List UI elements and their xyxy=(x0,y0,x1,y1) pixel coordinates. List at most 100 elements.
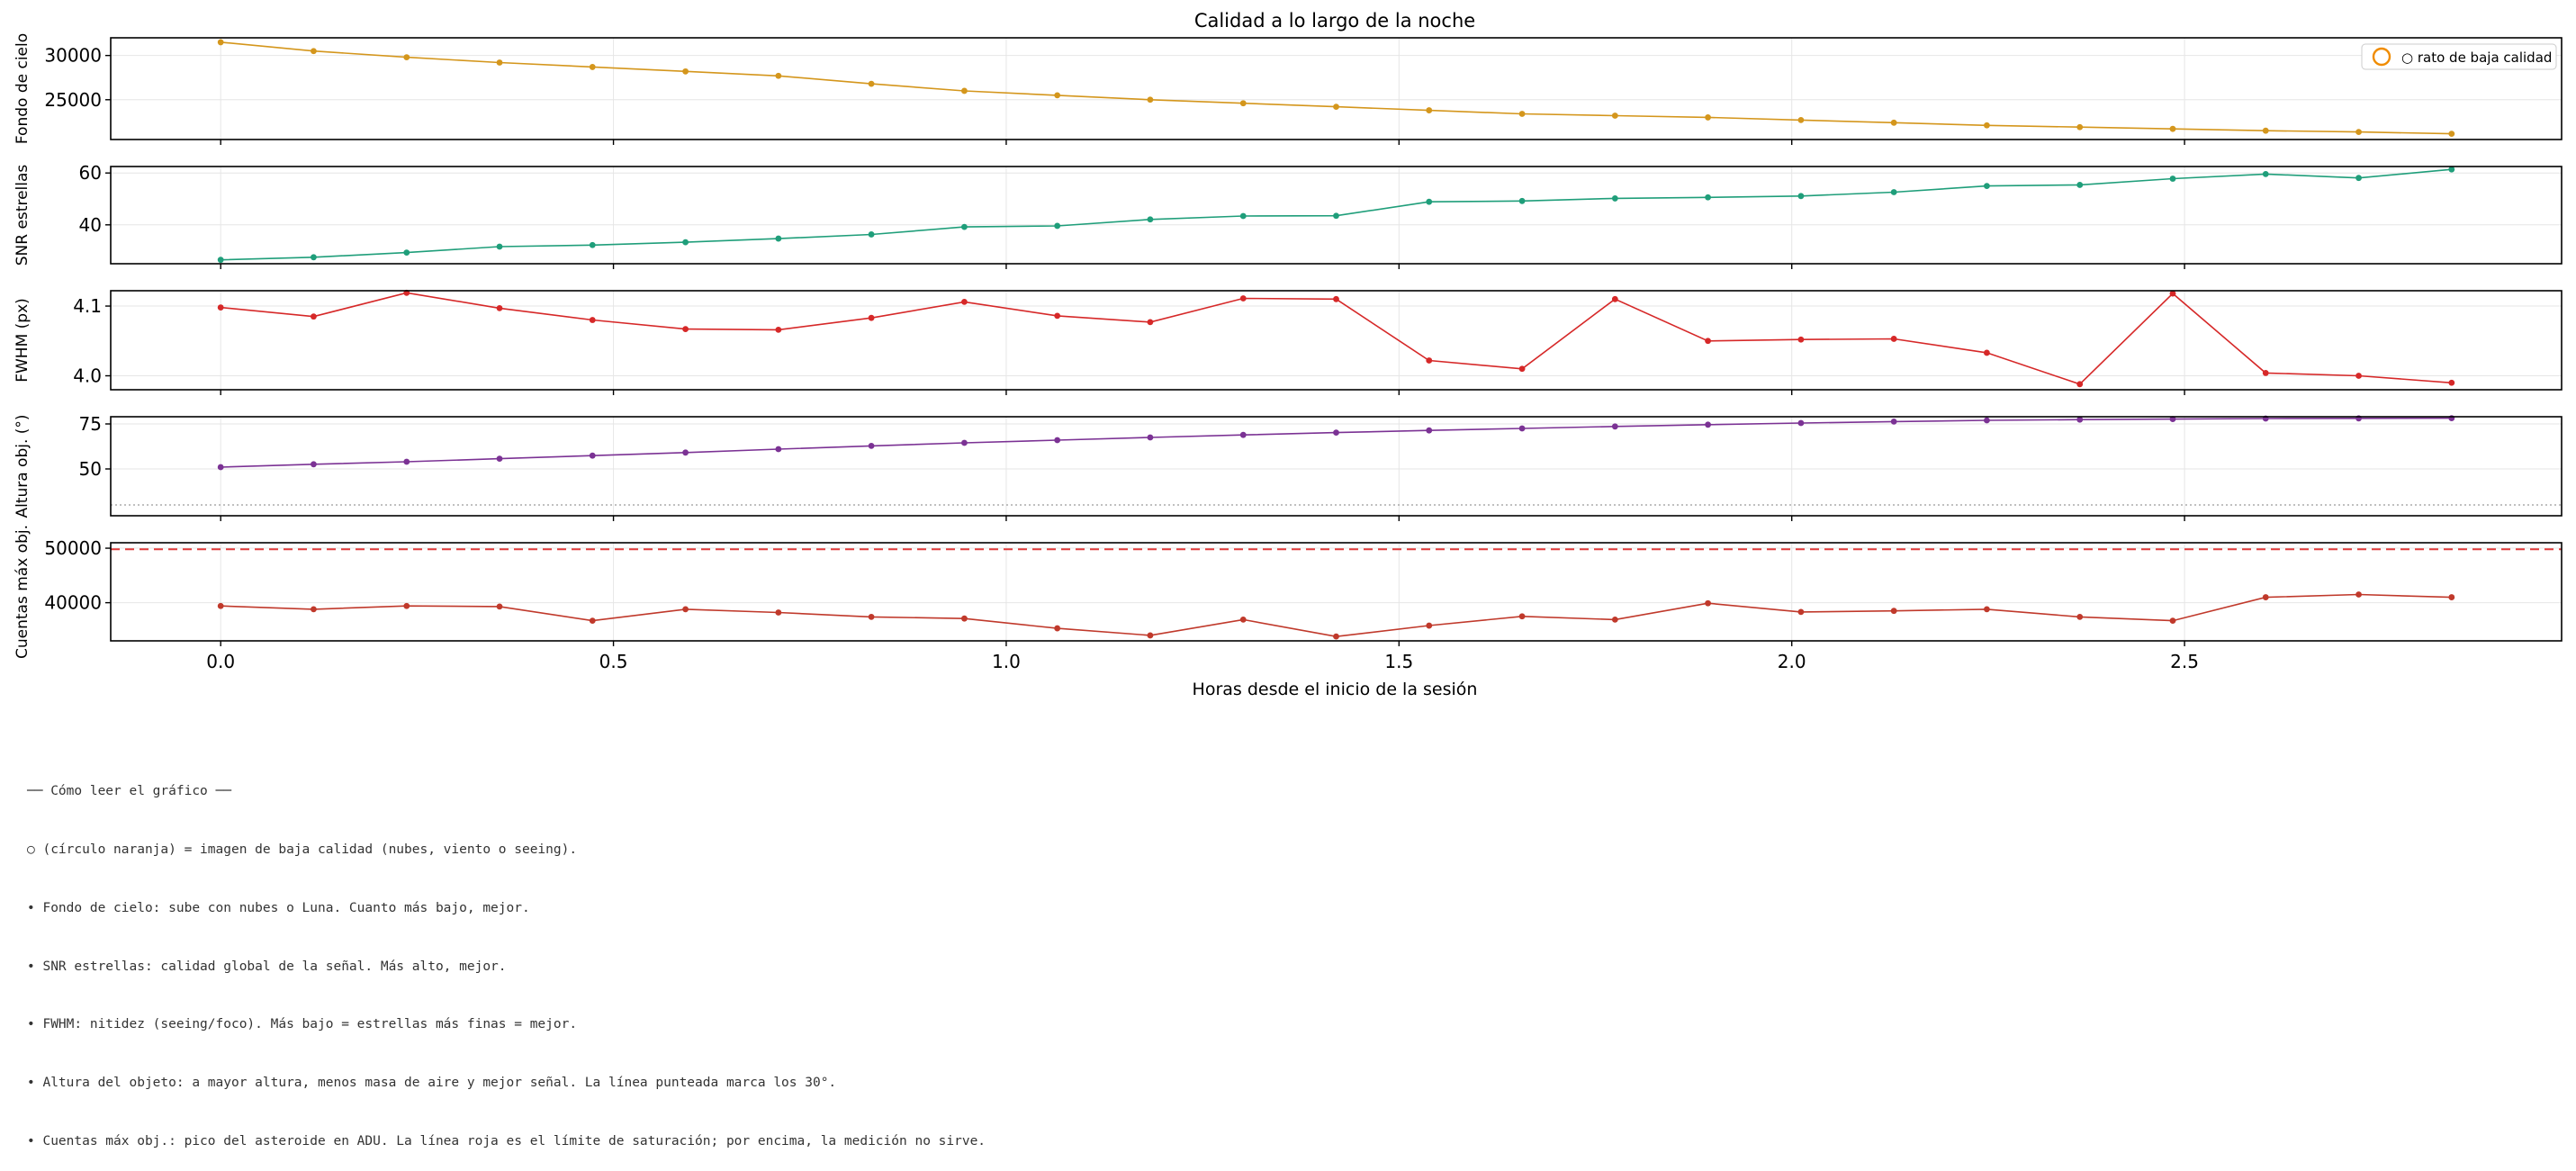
data-point xyxy=(2076,613,2084,620)
chart-panels: 25000 30000 Fondo de cielo 40 60 SNR estrella… xyxy=(14,33,2562,672)
data-point xyxy=(1797,419,1805,427)
data-point xyxy=(868,613,875,620)
data-point xyxy=(1518,111,1526,117)
panel-fondo: 25000 30000 Fondo de cielo xyxy=(14,33,2562,145)
data-point xyxy=(1518,613,1526,620)
data-point xyxy=(1611,195,1618,202)
data-point xyxy=(1239,431,1247,438)
data-point xyxy=(1333,429,1339,436)
data-point xyxy=(1333,633,1339,640)
data-point xyxy=(589,452,596,459)
data-point xyxy=(2262,127,2269,134)
legend-label: ○ rato de baja calidad xyxy=(2401,50,2552,66)
data-point xyxy=(1797,193,1805,200)
y-tick-label: 4.0 xyxy=(73,365,102,387)
data-point xyxy=(1333,212,1339,220)
data-point xyxy=(217,602,224,609)
data-point xyxy=(496,59,503,66)
data-point xyxy=(311,606,317,613)
data-point xyxy=(1147,216,1154,223)
data-point xyxy=(961,439,968,446)
data-point xyxy=(1705,194,1711,201)
data-point xyxy=(217,464,224,471)
data-point xyxy=(1054,437,1061,444)
data-point xyxy=(1518,197,1526,204)
data-point xyxy=(1426,622,1433,629)
data-point xyxy=(1147,319,1154,326)
series-line-cuentas xyxy=(221,593,2452,638)
panel-frame xyxy=(110,166,2562,265)
data-point xyxy=(496,243,503,250)
data-point xyxy=(2262,170,2269,177)
data-point xyxy=(2076,416,2084,423)
data-point xyxy=(2076,182,2084,188)
data-point xyxy=(775,326,782,333)
panel-altura: 50 75 Altura obj. (°) xyxy=(14,413,2562,521)
data-point xyxy=(2169,125,2176,132)
data-point xyxy=(1333,104,1339,111)
data-point xyxy=(1611,295,1618,302)
y-axis-label-fondo: Fondo de cielo xyxy=(14,33,32,144)
data-point xyxy=(589,241,596,248)
data-point xyxy=(1239,100,1247,107)
y-axis-label-altura: Altura obj. (°) xyxy=(14,414,32,518)
panel-frame xyxy=(110,37,2562,140)
chart-notes: ── Cómo leer el gráfico ── ○ (círculo na… xyxy=(27,743,986,1171)
data-point xyxy=(589,617,596,624)
data-point xyxy=(961,298,968,305)
data-point xyxy=(868,443,875,449)
data-point xyxy=(1984,122,1990,129)
x-tick-label: 2.0 xyxy=(1778,651,1806,672)
quality-chart-figure: Calidad a lo largo de la noche Horas des… xyxy=(14,10,2562,699)
data-point xyxy=(311,254,317,261)
data-point xyxy=(1705,338,1711,345)
data-point xyxy=(2355,175,2362,182)
data-point xyxy=(1147,96,1154,104)
data-point xyxy=(961,615,968,622)
data-point xyxy=(682,326,689,333)
data-point xyxy=(1147,434,1154,441)
notes-line: • Fondo de cielo: sube con nubes o Luna.… xyxy=(27,900,530,915)
legend: ○ rato de baja calidad xyxy=(2361,43,2557,70)
data-point xyxy=(682,68,689,75)
data-point xyxy=(868,80,875,87)
chart-title: Calidad a lo largo de la noche xyxy=(1194,10,1475,32)
data-point xyxy=(682,239,689,246)
y-tick-label: 40000 xyxy=(44,592,102,614)
data-point xyxy=(1797,608,1805,616)
legend-frame xyxy=(2361,43,2557,70)
data-point xyxy=(1054,92,1061,99)
data-point xyxy=(1705,599,1711,607)
notes-line: • Altura del objeto: a mayor altura, men… xyxy=(27,1076,837,1091)
data-point xyxy=(1797,336,1805,343)
data-point xyxy=(2076,381,2084,388)
data-point xyxy=(2355,129,2362,136)
data-point xyxy=(1147,632,1154,639)
y-tick-label: 75 xyxy=(79,413,102,435)
data-point xyxy=(217,257,224,264)
data-point xyxy=(311,313,317,320)
y-tick-label: 40 xyxy=(79,214,102,236)
data-point xyxy=(1426,198,1433,205)
y-tick-label: 4.1 xyxy=(73,295,102,317)
notes-line: • Cuentas máx obj.: pico del asteroide e… xyxy=(27,1133,986,1148)
data-point xyxy=(217,39,224,46)
series-line-fondo xyxy=(221,41,2452,135)
data-point xyxy=(2169,617,2176,624)
data-point xyxy=(2355,591,2362,598)
data-point xyxy=(1890,336,1897,342)
data-point xyxy=(2448,594,2455,600)
data-point xyxy=(682,606,689,613)
data-point xyxy=(2262,370,2269,376)
data-point xyxy=(1890,608,1897,615)
data-point xyxy=(1239,295,1247,302)
y-tick-label: 50 xyxy=(79,458,102,480)
data-point xyxy=(1705,421,1711,428)
data-point xyxy=(1890,419,1897,425)
data-point xyxy=(2262,594,2269,600)
data-point xyxy=(1518,365,1526,373)
x-tick-label: 1.5 xyxy=(1384,651,1413,672)
data-point xyxy=(775,72,782,79)
data-point xyxy=(775,609,782,616)
data-point xyxy=(403,458,410,465)
